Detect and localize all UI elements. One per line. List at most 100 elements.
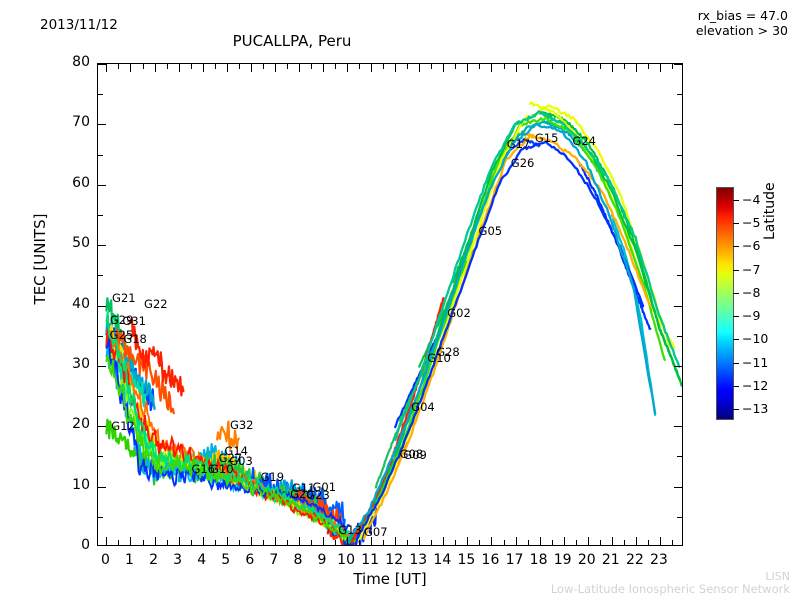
x-axis-tick — [178, 537, 180, 545]
satellite-label-G09: G09 — [403, 447, 427, 462]
x-axis-tick-label: 17 — [505, 552, 524, 568]
x-axis-minor-tick — [431, 64, 433, 69]
x-axis-minor-tick — [599, 540, 601, 545]
x-axis-tick-label: 21 — [601, 552, 620, 568]
y-axis-minor-tick — [677, 396, 682, 398]
x-axis-tick — [587, 537, 589, 545]
x-axis-tick-label: 11 — [361, 552, 380, 568]
x-axis-minor-tick — [479, 540, 481, 545]
x-axis-tick — [659, 537, 661, 545]
x-axis-minor-tick — [335, 64, 337, 69]
x-axis-tick-label: 0 — [100, 552, 110, 568]
x-axis-tick — [443, 64, 445, 72]
satellite-label-G29: G29 — [109, 312, 134, 327]
x-axis-minor-tick — [383, 540, 385, 545]
data-series-evening-6 — [345, 122, 657, 544]
x-axis-minor-tick — [575, 64, 577, 69]
x-axis-minor-tick — [190, 540, 192, 545]
y-axis-tick-label: 40 — [72, 295, 90, 312]
data-series-G22 — [129, 317, 185, 397]
colorbar[interactable]: −4 −5 −6 −7 −8 −9 −10 −11 −12 −13 — [716, 187, 768, 420]
y-axis-minor-tick — [98, 335, 103, 337]
x-axis-tick — [323, 537, 324, 545]
colorbar-tick-label: −6 — [742, 238, 761, 254]
y-axis-tick — [674, 486, 682, 488]
x-axis-minor-tick — [671, 64, 673, 69]
y-axis-tick-label: 20 — [72, 416, 90, 433]
y-axis-tick-label: 60 — [72, 174, 90, 191]
y-axis-tick — [674, 124, 682, 126]
satellite-label-G08: G08 — [399, 447, 424, 462]
satellite-label-G01: G01 — [312, 480, 337, 495]
x-axis-tick-label: 1 — [125, 552, 134, 568]
colorbar-tick — [733, 339, 739, 341]
colorbar-tick — [733, 316, 739, 318]
y-axis-minor-tick — [677, 214, 682, 216]
y-axis-tick — [98, 184, 106, 186]
colorbar-tick-label: −7 — [742, 261, 761, 277]
y-axis-tick — [674, 64, 682, 65]
colorbar-tick-label: −5 — [742, 214, 761, 230]
y-axis-tick-label: 80 — [72, 54, 90, 70]
satellite-label-G14: G14 — [224, 444, 248, 459]
x-axis-tick-label: 22 — [625, 552, 644, 568]
x-axis-tick — [611, 537, 613, 545]
x-axis-minor-tick — [407, 64, 409, 69]
x-axis-tick-label: 19 — [553, 552, 572, 568]
y-axis-tick-label: 50 — [72, 235, 90, 252]
x-axis-tick-label: 3 — [173, 552, 183, 568]
y-axis-tick — [98, 124, 106, 126]
x-axis-tick — [395, 537, 397, 545]
x-axis-minor-tick — [142, 540, 144, 545]
x-axis-minor-tick — [118, 540, 120, 545]
x-axis-minor-tick — [383, 64, 385, 69]
x-axis-minor-tick — [166, 540, 168, 545]
x-axis-tick-label: 13 — [409, 552, 428, 568]
watermark-line-1: LISN — [765, 570, 790, 583]
x-axis-minor-tick — [359, 540, 361, 545]
x-axis-minor-tick — [623, 540, 625, 545]
x-axis-minor-tick — [623, 64, 625, 69]
x-axis-tick — [635, 64, 637, 72]
y-axis-tick — [98, 426, 106, 428]
colorbar-tick-label: −10 — [742, 331, 769, 347]
x-axis-tick-label: 4 — [197, 552, 207, 568]
x-axis-tick-label: 14 — [433, 552, 452, 568]
x-axis-tick — [202, 537, 204, 545]
data-series-morning-8 — [105, 311, 350, 536]
y-axis-tick — [98, 64, 106, 65]
x-axis-tick — [323, 64, 324, 72]
y-axis-tick — [98, 305, 106, 307]
y-axis-minor-tick — [677, 154, 682, 156]
satellite-label-G11: G11 — [291, 480, 316, 495]
satellite-label-G05: G05 — [478, 224, 503, 239]
y-axis-tick-label: 70 — [72, 114, 90, 131]
colorbar-tick — [733, 269, 739, 271]
x-axis-tick — [250, 64, 252, 72]
colorbar-tick — [733, 199, 739, 201]
x-axis-tick — [371, 64, 373, 72]
chart-title-text: PUCALLPA, Peru — [232, 32, 352, 50]
satellite-label-G32: G32 — [229, 417, 254, 432]
x-axis-minor-tick — [118, 64, 120, 69]
y-axis-tick — [674, 184, 682, 186]
x-axis-tick — [467, 537, 469, 545]
y-axis-tick — [674, 365, 682, 367]
satellite-label-G28: G28 — [436, 345, 460, 360]
satellite-label-G13: G13 — [338, 522, 362, 537]
y-axis-minor-tick — [98, 275, 103, 277]
x-axis-tick — [539, 64, 541, 72]
x-axis-tick-label: 2 — [149, 552, 158, 568]
x-axis-tick — [154, 537, 156, 545]
x-axis-tick — [419, 64, 421, 72]
rx-bias-text: rx_bias = 47.0 — [697, 8, 788, 23]
y-axis-tick-label: 30 — [72, 355, 90, 372]
y-axis-tick — [674, 245, 682, 247]
y-axis-minor-tick — [98, 456, 103, 458]
x-axis-minor-tick — [647, 540, 649, 545]
x-axis-tick-label: 10 — [337, 552, 355, 568]
x-axis-tick — [154, 64, 156, 72]
data-series-trail-blue — [577, 160, 652, 330]
colorbar-tick — [733, 409, 739, 411]
